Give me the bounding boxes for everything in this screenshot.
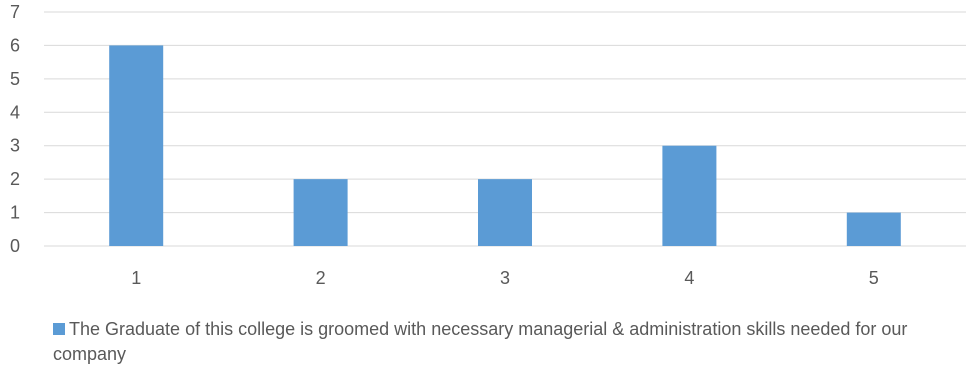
bar-1 [109, 45, 164, 246]
y-tick-label: 6 [10, 35, 20, 55]
bar-4 [662, 145, 717, 246]
bar-5 [846, 212, 901, 246]
x-tick-label: 5 [869, 268, 879, 288]
chart-plot: 0 1 2 3 4 5 6 7 1 2 3 4 5 [10, 2, 966, 288]
y-tick-label: 3 [10, 136, 20, 156]
legend-swatch [53, 323, 65, 335]
x-tick-label: 3 [500, 268, 510, 288]
bar-2 [293, 179, 348, 246]
x-tick-label: 2 [316, 268, 326, 288]
y-tick-label: 0 [10, 236, 20, 256]
y-tick-label: 5 [10, 69, 20, 89]
y-axis-ticks: 0 1 2 3 4 5 6 7 [10, 2, 20, 256]
x-axis-ticks: 1 2 3 4 5 [131, 268, 879, 288]
x-tick-label: 1 [131, 268, 141, 288]
legend-label: The Graduate of this college is groomed … [53, 319, 908, 364]
bar-3 [478, 179, 532, 246]
y-tick-label: 2 [10, 169, 20, 189]
bars [109, 45, 901, 246]
legend: The Graduate of this college is groomed … [53, 317, 958, 367]
y-tick-label: 7 [10, 2, 20, 22]
y-tick-label: 4 [10, 102, 20, 122]
y-tick-label: 1 [10, 203, 20, 223]
x-tick-label: 4 [684, 268, 694, 288]
